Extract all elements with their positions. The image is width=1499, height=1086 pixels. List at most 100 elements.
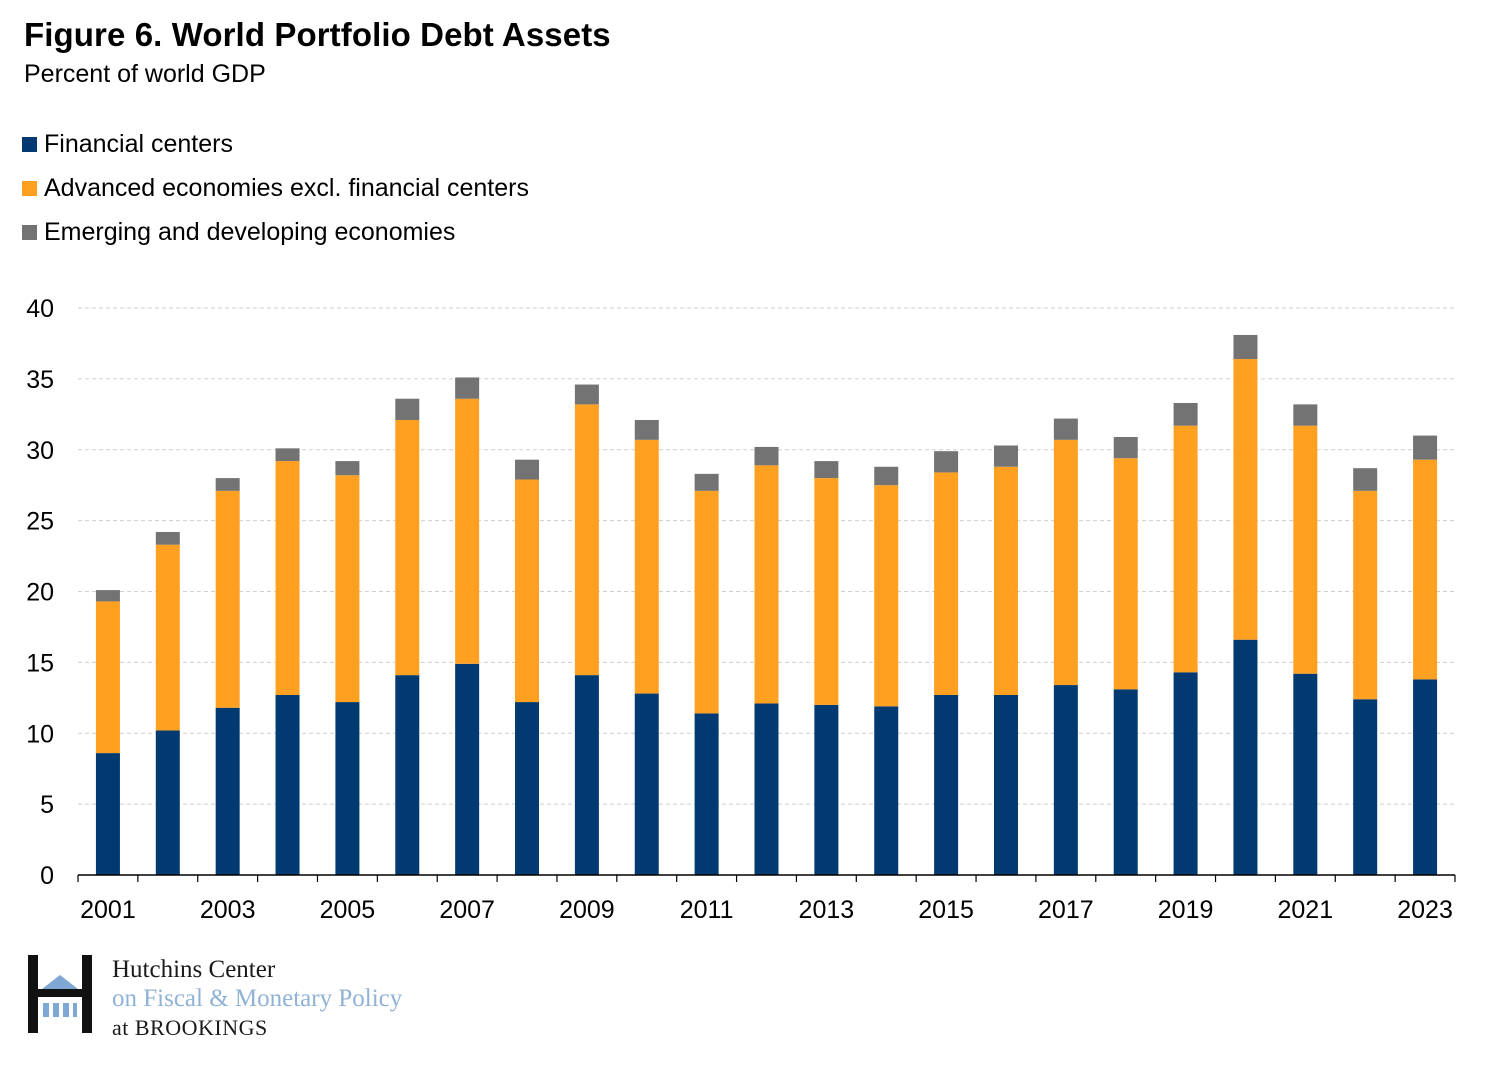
y-tick-label: 35 <box>26 366 54 394</box>
y-tick-label: 0 <box>40 862 54 890</box>
y-tick-label: 40 <box>26 295 54 323</box>
x-tick-label: 2015 <box>918 896 974 924</box>
bar-2017-series-0 <box>1053 685 1078 875</box>
bar-2021-series-2 <box>1293 404 1318 426</box>
x-tick-label: 2013 <box>799 896 855 924</box>
x-tick-label: 2019 <box>1158 896 1214 924</box>
x-tick-label: 2023 <box>1397 896 1453 924</box>
x-tick-label: 2021 <box>1278 896 1334 924</box>
bar-2004-series-0 <box>275 694 300 875</box>
bar-2023-series-2 <box>1413 435 1438 460</box>
bar-2015-series-1 <box>934 472 959 695</box>
y-tick-label: 10 <box>26 720 54 748</box>
bar-2007-series-1 <box>455 398 480 664</box>
bar-2005-series-0 <box>335 702 360 875</box>
bar-2021-series-1 <box>1293 425 1318 674</box>
bar-2018-series-2 <box>1113 436 1138 459</box>
bar-2023-series-0 <box>1413 679 1438 875</box>
bar-2003-series-2 <box>215 478 240 491</box>
bar-2012-series-0 <box>754 703 779 875</box>
bar-2015-series-2 <box>934 451 959 473</box>
bar-2001-series-1 <box>95 601 120 754</box>
bar-2013-series-2 <box>814 461 839 479</box>
bar-2014-series-0 <box>874 706 899 875</box>
chart-subtitle: Percent of world GDP <box>24 60 266 88</box>
axes: 0 5 10 15 20 25 30 35 40 2001 2003 2005 2007 2009 2011… <box>26 295 1456 924</box>
bar-2002-series-2 <box>155 531 180 545</box>
legend-swatch-advanced-economies <box>22 180 37 196</box>
legend-label-advanced-economies: Advanced economies excl. financial cente… <box>44 173 529 202</box>
bar-2002-series-1 <box>155 544 180 731</box>
x-tick-label: 2003 <box>200 896 256 924</box>
legend-swatch-financial-centers <box>22 136 37 152</box>
logo-line-hutchins: Hutchins Center <box>112 956 276 983</box>
bar-2004-series-1 <box>275 461 300 695</box>
bar-2005-series-2 <box>335 461 360 476</box>
y-tick-label: 30 <box>26 437 54 465</box>
bar-2018-series-0 <box>1113 689 1138 875</box>
bar-2011-series-1 <box>694 490 719 714</box>
bar-2014-series-2 <box>874 466 899 486</box>
bar-2009-series-0 <box>574 675 599 875</box>
bar-2022-series-0 <box>1353 699 1378 875</box>
x-tick-label: 2011 <box>680 896 734 924</box>
legend-swatch-emerging-developing <box>22 224 37 240</box>
hutchins-center-logo: Hutchins Center on Fiscal & Monetary Pol… <box>24 955 402 1042</box>
bar-2023-series-1 <box>1413 459 1438 680</box>
bar-2018-series-1 <box>1113 458 1138 690</box>
bar-2013-series-1 <box>814 478 839 705</box>
bar-2007-series-0 <box>455 663 480 875</box>
bar-2001-series-2 <box>95 590 120 602</box>
bar-2010-series-2 <box>634 419 659 440</box>
bar-2004-series-2 <box>275 448 300 462</box>
bar-2016-series-0 <box>993 694 1018 875</box>
bar-2012-series-2 <box>754 446 779 466</box>
bar-2019-series-0 <box>1173 672 1198 875</box>
bar-2009-series-2 <box>574 384 599 405</box>
bar-2021-series-0 <box>1293 673 1318 875</box>
hutchins-building-icon <box>28 955 92 1033</box>
x-tick-label: 2017 <box>1038 896 1094 924</box>
bar-2019-series-2 <box>1173 402 1198 426</box>
bar-2005-series-1 <box>335 475 360 703</box>
bar-2003-series-0 <box>215 707 240 875</box>
bar-2015-series-0 <box>934 694 959 875</box>
stacked-bar-chart: 0 5 10 15 20 25 30 35 40 2001 2003 2005 2007 2009 2011… <box>26 295 1456 924</box>
bar-2014-series-1 <box>874 485 899 707</box>
bar-2006-series-0 <box>395 675 420 875</box>
bar-2016-series-2 <box>993 445 1018 467</box>
logo-line-fiscal-monetary: on Fiscal & Monetary Policy <box>112 985 403 1012</box>
bar-2019-series-1 <box>1173 425 1198 673</box>
x-tick-label: 2009 <box>559 896 615 924</box>
legend-label-financial-centers: Financial centers <box>44 129 233 158</box>
bar-2007-series-2 <box>455 377 480 399</box>
bar-2001-series-0 <box>95 753 120 875</box>
bars <box>95 334 1438 875</box>
bar-2006-series-2 <box>395 398 420 420</box>
bar-2017-series-1 <box>1053 439 1078 686</box>
bar-2008-series-1 <box>515 479 540 703</box>
bar-2011-series-2 <box>694 473 719 491</box>
x-tick-label: 2007 <box>439 896 495 924</box>
bar-2009-series-1 <box>574 404 599 676</box>
bar-2008-series-0 <box>515 702 540 875</box>
bar-2022-series-1 <box>1353 490 1378 700</box>
logo-line-brookings: at BROOKINGS <box>112 1015 268 1040</box>
bar-2020-series-2 <box>1233 334 1258 360</box>
y-tick-label: 5 <box>40 791 54 819</box>
bar-2017-series-2 <box>1053 418 1078 440</box>
legend-label-emerging-developing: Emerging and developing economies <box>44 217 456 246</box>
legend-item-advanced-economies: Advanced economies excl. financial cente… <box>22 166 529 210</box>
bar-2013-series-0 <box>814 704 839 875</box>
x-tick-label: 2005 <box>320 896 376 924</box>
legend-item-financial-centers: Financial centers <box>22 122 529 166</box>
bar-2002-series-0 <box>155 730 180 875</box>
bar-2012-series-1 <box>754 465 779 704</box>
y-tick-label: 25 <box>26 508 54 536</box>
bar-2010-series-1 <box>634 439 659 694</box>
x-tick-label: 2001 <box>80 896 136 924</box>
bar-2016-series-1 <box>993 466 1018 695</box>
chart-title: Figure 6. World Portfolio Debt Assets <box>24 16 611 53</box>
bar-2008-series-2 <box>515 459 540 480</box>
y-tick-label: 20 <box>26 579 54 607</box>
